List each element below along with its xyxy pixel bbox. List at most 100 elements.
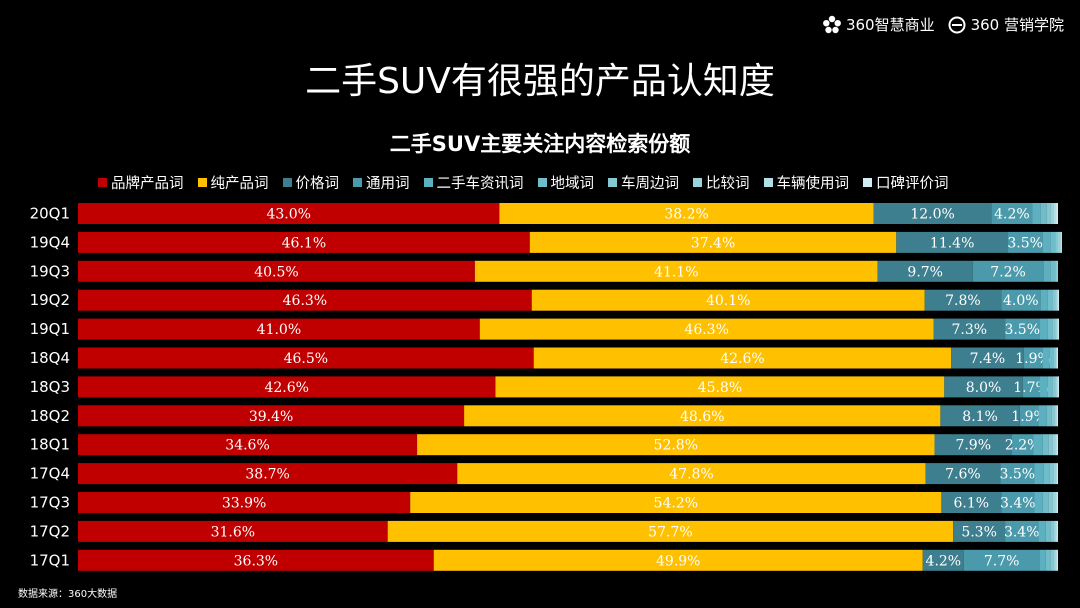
bar-17Q1-series-3 bbox=[963, 549, 1040, 571]
flower-icon bbox=[823, 15, 841, 33]
bar-18Q1-series-1 bbox=[417, 434, 935, 456]
category-label-19Q3: 19Q3 bbox=[30, 262, 70, 280]
legend-swatch-7 bbox=[693, 178, 702, 187]
bar-18Q1-series-9 bbox=[1057, 434, 1058, 456]
data-label-19Q2-series-2: 7.8% bbox=[945, 293, 981, 309]
bar-19Q4-series-0 bbox=[78, 231, 530, 253]
legend-item-0: 品牌产品词 bbox=[98, 172, 184, 193]
bar-18Q2-series-7 bbox=[1054, 405, 1057, 427]
legend-swatch-0 bbox=[98, 178, 107, 187]
bar-18Q4-series-9 bbox=[1057, 347, 1058, 369]
data-label-20Q1-series-2: 12.0% bbox=[910, 207, 954, 223]
legend-label-3: 通用词 bbox=[366, 176, 410, 192]
bar-18Q1-series-8 bbox=[1055, 434, 1058, 456]
data-label-19Q3-series-1: 41.1% bbox=[654, 264, 698, 280]
bar-17Q4-series-5 bbox=[1043, 463, 1050, 485]
data-label-20Q1-series-1: 38.2% bbox=[664, 207, 708, 223]
category-label-17Q3: 17Q3 bbox=[30, 494, 70, 512]
bar-18Q2-series-8 bbox=[1056, 405, 1058, 427]
bar-19Q2-series-1 bbox=[531, 289, 925, 311]
data-label-18Q4-series-1: 42.6% bbox=[720, 351, 764, 367]
bar-19Q1-series-1 bbox=[479, 318, 934, 340]
stacked-bar-chart: 20Q1 43.0% 38.2% 12.0% 4.2% 19Q4 46.1% 37.4% 11.… bbox=[30, 203, 1062, 571]
data-label-17Q2-series-1: 57.7% bbox=[648, 524, 692, 540]
page-title: 二手SUV有很强的产品认知度 bbox=[305, 61, 775, 102]
data-label-19Q4-series-1: 37.4% bbox=[691, 235, 735, 251]
legend-item-3: 通用词 bbox=[353, 172, 410, 193]
bar-18Q1-series-3 bbox=[1011, 434, 1034, 456]
category-label-19Q2: 19Q2 bbox=[30, 291, 70, 309]
bar-17Q3-series-2 bbox=[941, 492, 1002, 513]
bar-20Q1-series-4 bbox=[1032, 203, 1041, 224]
legend-swatch-3 bbox=[353, 178, 362, 187]
legend-label-6: 车周边词 bbox=[621, 176, 679, 192]
data-label-19Q3-series-2: 9.7% bbox=[907, 264, 943, 280]
bar-18Q1-series-6 bbox=[1048, 434, 1053, 456]
bar-18Q4-series-8 bbox=[1056, 347, 1058, 369]
bar-18Q2-series-4 bbox=[1038, 405, 1047, 427]
bar-17Q4-series-4 bbox=[1034, 463, 1044, 485]
bar-19Q4-series-4 bbox=[1042, 231, 1051, 253]
legend-swatch-5 bbox=[537, 178, 547, 187]
data-label-18Q1-series-3: 2.2% bbox=[1005, 438, 1041, 454]
bar-17Q1-series-9 bbox=[1057, 549, 1058, 571]
bar-18Q2-series-3 bbox=[1019, 405, 1039, 427]
legend-label-2: 价格词 bbox=[295, 176, 340, 192]
bar-17Q2-series-8 bbox=[1055, 520, 1058, 542]
bar-17Q2-series-3 bbox=[1005, 520, 1039, 542]
chart-title: 二手SUV主要关注内容检索份额 bbox=[389, 132, 691, 156]
category-label-20Q1: 20Q1 bbox=[30, 205, 70, 223]
bar-17Q3-series-0 bbox=[78, 492, 411, 513]
bar-18Q2-series-9 bbox=[1057, 405, 1058, 427]
bar-18Q1-series-5 bbox=[1042, 434, 1049, 456]
bar-19Q4-series-3 bbox=[1008, 231, 1043, 253]
bar-17Q3-series-3 bbox=[1001, 492, 1035, 513]
bar-19Q2-series-9 bbox=[1058, 289, 1059, 311]
bar-19Q3-series-6 bbox=[1055, 260, 1058, 282]
bar-19Q4-series-1 bbox=[529, 231, 897, 253]
bar-18Q1-series-0 bbox=[78, 434, 418, 456]
category-label-19Q1: 19Q1 bbox=[30, 320, 70, 338]
bar-18Q3-series-1 bbox=[495, 376, 945, 398]
bar-19Q2-series-2 bbox=[924, 289, 1002, 311]
legend-swatch-2 bbox=[282, 178, 292, 187]
category-label-19Q4: 19Q4 bbox=[30, 233, 70, 251]
data-label-19Q1-series-2: 7.3% bbox=[952, 322, 988, 338]
bar-19Q2-series-6 bbox=[1052, 289, 1056, 311]
bar-17Q4-series-8 bbox=[1056, 463, 1058, 485]
data-label-17Q3-series-0: 33.9% bbox=[222, 496, 266, 512]
bar-17Q2-series-6 bbox=[1050, 520, 1054, 542]
data-label-17Q3-series-1: 54.2% bbox=[654, 496, 698, 512]
logo-1-text: 360智慧商业 bbox=[845, 16, 935, 34]
bar-17Q4-series-1 bbox=[457, 463, 926, 485]
data-label-18Q3-series-0: 42.6% bbox=[264, 380, 308, 396]
bar-19Q3-series-3 bbox=[972, 260, 1044, 282]
legend-label-9: 口碑评价词 bbox=[876, 176, 949, 192]
data-label-18Q1-series-0: 34.6% bbox=[225, 438, 269, 454]
bar-17Q1-series-2 bbox=[922, 549, 964, 571]
data-label-18Q3-series-1: 45.8% bbox=[698, 380, 742, 396]
bar-19Q1-series-9 bbox=[1058, 318, 1059, 340]
data-label-20Q1-series-3: 4.2% bbox=[994, 207, 1030, 223]
bar-18Q2-series-5 bbox=[1046, 405, 1052, 427]
bar-20Q1-series-2 bbox=[873, 203, 992, 224]
bar-19Q2-series-0 bbox=[78, 289, 532, 311]
data-label-17Q4-series-1: 47.8% bbox=[669, 467, 713, 483]
data-label-19Q4-series-3: 3.5% bbox=[1007, 235, 1043, 251]
data-label-17Q1-series-2: 4.2% bbox=[926, 553, 962, 569]
category-label-18Q1: 18Q1 bbox=[30, 436, 70, 454]
bar-18Q3-series-6 bbox=[1052, 376, 1056, 398]
bar-19Q1-series-3 bbox=[1005, 318, 1040, 340]
bar-18Q4-series-0 bbox=[78, 347, 534, 369]
bar-17Q3-series-8 bbox=[1055, 492, 1058, 513]
bar-18Q4-series-4 bbox=[1042, 347, 1050, 369]
data-label-17Q2-series-2: 5.3% bbox=[961, 524, 997, 540]
data-label-18Q4-series-0: 46.5% bbox=[284, 351, 328, 367]
category-label-17Q1: 17Q1 bbox=[30, 551, 70, 569]
data-label-19Q2-series-0: 46.3% bbox=[283, 293, 327, 309]
data-label-18Q1-series-1: 52.8% bbox=[654, 438, 698, 454]
data-label-17Q3-series-2: 6.1% bbox=[953, 496, 989, 512]
bar-19Q4-series-2 bbox=[896, 231, 1009, 253]
data-label-19Q3-series-3: 7.2% bbox=[990, 264, 1026, 280]
bar-17Q4-series-6 bbox=[1049, 463, 1054, 485]
